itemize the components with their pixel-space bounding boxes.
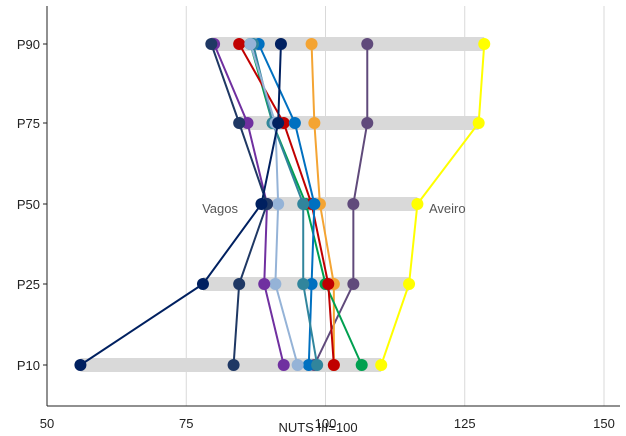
x-tick-label-50: 50 — [40, 416, 54, 431]
series-9-point-P90 — [205, 38, 218, 50]
y-tick-label-P25: P25 — [17, 277, 40, 292]
series-0-point-P90 — [478, 38, 491, 50]
series-5-point-P25 — [305, 278, 318, 290]
x-axis-label: NUTS III=100 — [278, 420, 357, 435]
grid-lines — [185, 6, 605, 406]
annotation-vagos: Vagos — [202, 201, 238, 216]
series-0-point-P75 — [472, 117, 485, 129]
x-tick-label-125: 125 — [454, 416, 476, 431]
series-7-point-P10 — [291, 359, 304, 371]
series-lines — [74, 38, 491, 371]
y-tick-label-P90: P90 — [17, 37, 40, 52]
series-6-point-P50 — [297, 198, 310, 210]
series-10-point-P10 — [74, 359, 87, 371]
series-2-point-P75 — [308, 117, 321, 129]
series-3-point-P10 — [355, 359, 368, 371]
annotation-aveiro: Aveiro — [429, 201, 466, 216]
series-6-point-P10 — [311, 359, 324, 371]
series-0-point-P50 — [411, 198, 424, 210]
series-1-point-P50 — [347, 198, 360, 210]
series-1-point-P90 — [361, 38, 374, 50]
y-tick-label-P75: P75 — [17, 116, 40, 131]
series-9-point-P75 — [233, 117, 246, 129]
series-10-point-P50 — [255, 198, 268, 210]
series-10-point-P25 — [196, 278, 209, 290]
series-1-point-P25 — [347, 278, 360, 290]
series-0-point-P10 — [375, 359, 388, 371]
series-9-point-P25 — [233, 278, 246, 290]
series-1-point-P75 — [361, 117, 374, 129]
series-6-point-P25 — [297, 278, 310, 290]
series-line-10 — [79, 43, 282, 366]
series-7-point-P50 — [272, 198, 285, 210]
series-4-point-P25 — [322, 278, 335, 290]
series-4-point-P10 — [327, 359, 340, 371]
series-5-point-P50 — [308, 198, 321, 210]
x-tick-label-150: 150 — [593, 416, 615, 431]
tick-labels: 50 75 100 125 150 P90 P75 P50 P25 P10 — [17, 37, 615, 431]
series-8-point-P75 — [241, 117, 254, 129]
series-8-point-P25 — [258, 278, 271, 290]
y-tick-label-P50: P50 — [17, 197, 40, 212]
series-4-point-P90 — [233, 38, 246, 50]
series-5-point-P75 — [288, 117, 301, 129]
y-tick-label-P10: P10 — [17, 358, 40, 373]
series-0-point-P25 — [403, 278, 416, 290]
series-10-point-P90 — [274, 38, 287, 50]
range-bar-P50 — [261, 197, 418, 211]
series-2-point-P90 — [305, 38, 318, 50]
series-5-point-P10 — [302, 359, 315, 371]
x-tick-label-100: 100 — [315, 416, 337, 431]
axes — [43, 6, 620, 407]
series-10-point-P75 — [272, 117, 285, 129]
series-7-point-P25 — [269, 278, 282, 290]
series-7-point-P90 — [244, 38, 257, 50]
series-9-point-P10 — [227, 359, 240, 371]
series-8-point-P10 — [277, 359, 290, 371]
x-tick-label-75: 75 — [179, 416, 193, 431]
